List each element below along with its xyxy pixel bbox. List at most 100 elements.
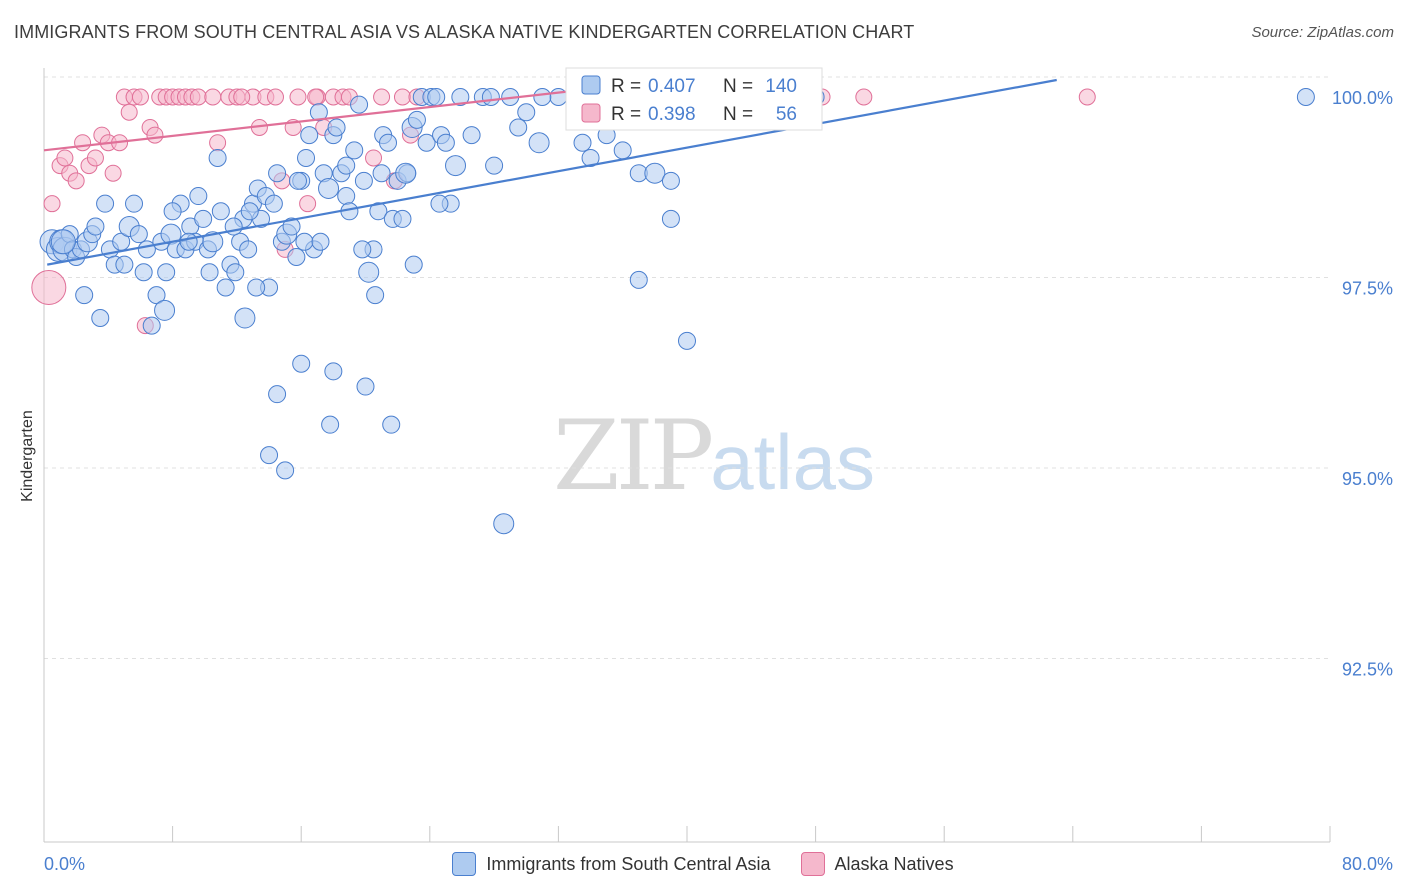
south-central-asia-point — [86, 217, 105, 236]
stats-blue-n-value: 140 — [765, 76, 797, 97]
south-central-asia-point — [462, 126, 481, 145]
y-tick-labels: 100.0% 97.5% 95.0% 92.5% — [1332, 88, 1393, 680]
south-central-asia-point — [154, 299, 176, 321]
south-central-asia-point — [445, 155, 467, 177]
south-central-asia-point — [678, 331, 696, 350]
south-central-asia-point — [142, 316, 161, 335]
south-central-asia-point — [481, 88, 500, 106]
alaska-natives-point — [189, 88, 207, 106]
alaska-natives-trend-line — [43, 87, 591, 152]
south-central-asia-point — [379, 133, 398, 152]
alaska-natives-point — [307, 88, 325, 106]
south-central-asia-point — [300, 126, 319, 145]
south-central-asia-point — [75, 286, 94, 305]
alaska-natives-point — [204, 88, 222, 106]
south-central-asia-point — [372, 164, 391, 183]
trend-lines — [43, 78, 1057, 266]
alaska-natives-point — [299, 195, 317, 213]
alaska-natives-point — [86, 149, 104, 167]
south-central-asia-point — [292, 354, 311, 373]
south-central-asia-point — [318, 177, 340, 199]
source-credit: Source: ZipAtlas.com — [1251, 24, 1394, 41]
south-central-asia-point — [239, 240, 258, 259]
south-central-asia-point — [382, 415, 401, 434]
stats-pink-n-label: N = — [723, 104, 753, 125]
south-central-asia-point — [216, 278, 235, 297]
watermark-zip: ZIP — [553, 400, 714, 512]
south-central-asia-point — [528, 132, 550, 154]
stats-blue-r-label: R = — [611, 76, 641, 97]
south-central-asia-point — [91, 308, 110, 327]
south-central-asia-trend-line — [47, 78, 1057, 266]
south-central-asia-point — [573, 133, 592, 152]
alaska-natives-point — [855, 88, 873, 106]
watermark: ZIPatlas — [553, 400, 875, 512]
axes — [43, 68, 1331, 843]
south-central-asia-point — [661, 209, 680, 228]
stats-box: R = 0.407 N = 140 R = 0.398 N = 56 — [565, 67, 823, 131]
south-central-asia-point — [234, 307, 256, 329]
south-central-asia-point — [287, 248, 306, 267]
stats-pink-r-value: 0.398 — [648, 104, 696, 125]
south-central-asia-point — [661, 171, 680, 190]
south-central-asia-point — [356, 377, 375, 396]
south-central-asia-point — [629, 270, 648, 289]
south-central-asia-point — [268, 164, 287, 183]
south-central-asia-point — [115, 255, 134, 274]
chart-legend: Immigrants from South Central Asia Alask… — [0, 852, 1406, 876]
alaska-natives-point — [120, 103, 138, 121]
south-central-asia-point — [125, 194, 144, 213]
south-central-asia-point — [194, 209, 213, 228]
alaska-natives-points — [31, 88, 1096, 335]
stats-blue-n-label: N = — [723, 76, 753, 97]
alaska-natives-point — [43, 195, 61, 213]
south-central-asia-point — [430, 194, 449, 213]
south-central-asia-point — [353, 240, 372, 259]
y-tick-label: 100.0% — [1332, 88, 1393, 108]
south-central-asia-point — [509, 118, 528, 137]
south-central-asia-point — [211, 202, 230, 221]
south-central-asia-point — [276, 461, 295, 480]
alaska-natives-point — [365, 149, 383, 167]
stats-pink-swatch — [581, 103, 601, 123]
south-central-asia-point — [247, 278, 266, 297]
south-central-asia-point — [427, 88, 446, 106]
stats-blue-r-value: 0.407 — [648, 76, 696, 97]
south-central-asia-point — [581, 148, 600, 167]
south-central-asia-point — [644, 162, 666, 184]
alaska-natives-point — [393, 88, 411, 106]
south-central-asia-point — [451, 88, 470, 106]
south-central-asia-point — [345, 141, 364, 160]
alaska-natives-point — [74, 134, 92, 152]
y-tick-label: 92.5% — [1342, 660, 1393, 680]
south-central-asia-point — [350, 95, 369, 114]
south-central-asia-point — [282, 217, 301, 236]
legend-label-alaska-natives: Alaska Natives — [834, 853, 954, 874]
alaska-natives-point — [146, 126, 164, 144]
y-tick-label: 95.0% — [1342, 469, 1393, 489]
south-central-asia-point — [517, 103, 536, 122]
south-central-asia-point — [407, 110, 426, 129]
south-central-asia-point — [179, 232, 198, 251]
south-central-asia-point — [288, 171, 307, 190]
south-central-asia-point — [240, 202, 259, 221]
south-central-asia-point — [337, 156, 356, 175]
alaska-natives-point — [209, 134, 227, 152]
stats-pink-n-value: 56 — [776, 104, 797, 125]
south-central-asia-point — [157, 263, 176, 282]
alaska-natives-point — [67, 172, 85, 190]
legend-swatch-blue — [452, 852, 477, 876]
south-central-asia-points — [39, 88, 1315, 535]
south-central-asia-point — [264, 194, 283, 213]
south-central-asia-point — [226, 263, 245, 282]
stats-blue-swatch — [581, 75, 601, 95]
alaska-natives-point — [1078, 88, 1096, 106]
alaska-natives-point — [31, 270, 67, 305]
gridlines — [44, 76, 1330, 659]
south-central-asia-point — [436, 133, 455, 152]
legend-item-alaska-natives: Alaska Natives — [800, 852, 954, 876]
chart-title: IMMIGRANTS FROM SOUTH CENTRAL ASIA VS AL… — [14, 22, 915, 42]
south-central-asia-point — [337, 187, 356, 206]
south-central-asia-point — [485, 156, 504, 175]
alaska-natives-point — [233, 88, 251, 106]
